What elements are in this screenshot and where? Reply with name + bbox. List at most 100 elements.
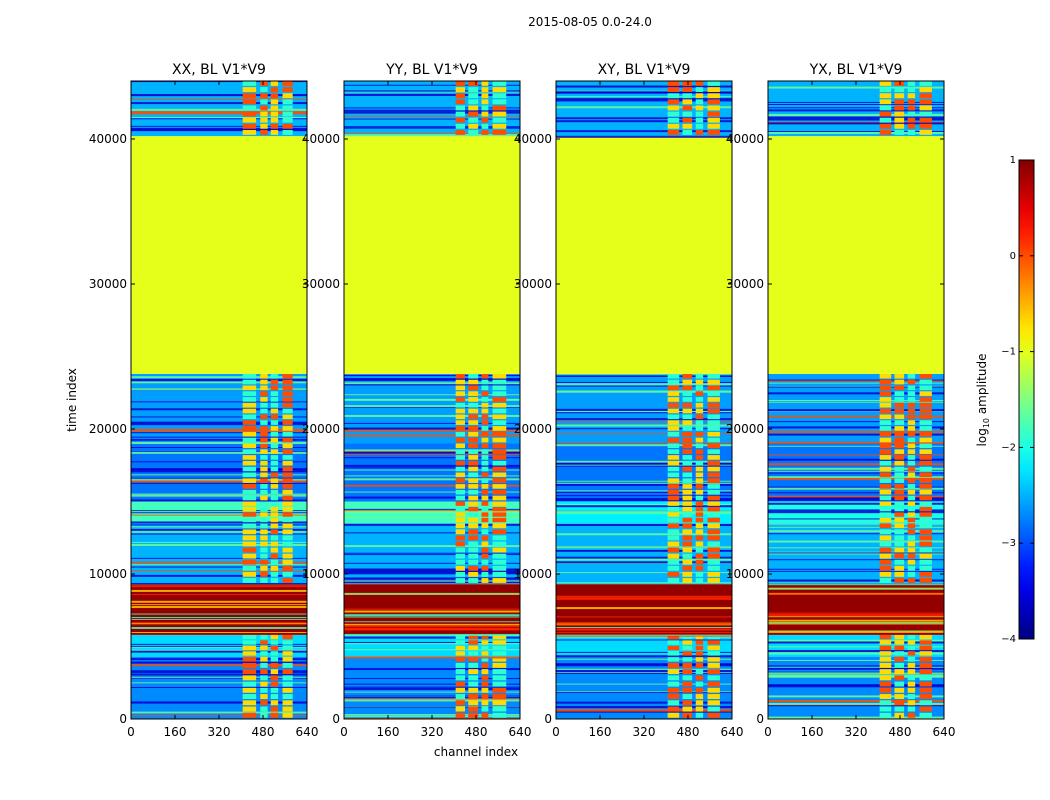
hot-channel-block	[242, 645, 257, 651]
hot-channel-block	[242, 431, 257, 437]
hot-channel-block	[695, 397, 704, 402]
heatmap-band	[556, 81, 732, 137]
heatmap-streak	[556, 482, 732, 484]
hot-channel-block	[667, 111, 680, 117]
heatmap-band	[556, 584, 732, 635]
hot-channel-block	[879, 402, 892, 408]
hot-channel-block	[282, 517, 293, 523]
hot-channel-block	[455, 634, 465, 640]
hot-channel-block	[270, 681, 279, 687]
heatmap-streak	[768, 495, 944, 498]
hot-channel-block	[894, 484, 905, 489]
hot-channel-block	[270, 675, 279, 681]
hot-channel-block	[907, 495, 916, 501]
hot-channel-block	[242, 460, 257, 466]
hot-channel-block	[260, 105, 268, 111]
heatmap-streak	[344, 608, 520, 610]
hot-channel-block	[695, 517, 704, 523]
hot-channel-block	[682, 669, 693, 675]
hot-channel-block	[894, 681, 905, 687]
hot-channel-block	[894, 706, 905, 712]
hot-channel-block	[907, 397, 916, 402]
hot-channel-block	[919, 111, 932, 117]
heatmap-streak	[131, 451, 307, 454]
x-tick-label: 480	[677, 725, 700, 739]
hot-channel-block	[879, 547, 892, 553]
hot-channel-block	[879, 81, 892, 86]
hot-channel-block	[455, 414, 465, 420]
x-tick-label: 640	[296, 725, 319, 739]
hot-channel-block	[282, 656, 293, 662]
heatmap-streak	[556, 711, 732, 713]
hot-channel-block	[879, 681, 892, 687]
hot-channel-block	[260, 571, 268, 577]
heatmap-streak	[344, 696, 520, 698]
heatmap-streak	[556, 412, 732, 414]
hot-channel-block	[667, 391, 680, 396]
heatmap-streak	[344, 641, 520, 643]
figure-suptitle: 2015-08-05 0.0-24.0	[528, 15, 652, 29]
hot-channel-block	[455, 484, 465, 489]
hot-channel-block	[455, 87, 465, 93]
hot-channel-block	[919, 553, 932, 559]
hot-channel-block	[667, 571, 680, 577]
hot-channel-block	[707, 656, 720, 662]
hot-channel-block	[894, 443, 905, 449]
hot-channel-block	[667, 523, 680, 529]
heatmap-streak	[344, 496, 520, 499]
heatmap-streak	[768, 118, 944, 121]
hot-channel-block	[282, 712, 293, 718]
hot-channel-block	[481, 484, 489, 489]
heatmap-streak	[556, 500, 732, 502]
heatmap-streak	[131, 604, 307, 606]
hot-channel-block	[907, 640, 916, 645]
hot-channel-block	[707, 634, 720, 640]
hot-channel-block	[455, 455, 465, 460]
heatmap-streak	[768, 665, 944, 667]
heatmap-streak	[131, 510, 307, 512]
colorbar-tick-label: −1	[1001, 347, 1016, 358]
hot-channel-block	[468, 651, 479, 656]
hot-channel-block	[260, 431, 268, 437]
hot-channel-block	[481, 489, 489, 495]
hot-channel-block	[707, 81, 720, 86]
heatmap-streak	[768, 523, 944, 525]
hot-channel-block	[907, 501, 916, 506]
hot-channel-block	[260, 694, 268, 700]
hot-channel-block	[667, 472, 680, 478]
hot-channel-block	[919, 529, 932, 535]
hot-channel-block	[695, 385, 704, 391]
hot-channel-block	[455, 517, 465, 523]
heatmap-streak	[556, 462, 732, 465]
heatmap-streak	[768, 502, 944, 505]
hot-channel-block	[919, 700, 932, 706]
hot-channel-block	[682, 123, 693, 129]
hot-channel-block	[667, 681, 680, 687]
heatmap-streak	[344, 656, 520, 659]
hot-channel-block	[894, 449, 905, 454]
heatmap-band	[768, 136, 944, 374]
hot-channel-block	[695, 523, 704, 529]
hot-channel-block	[282, 420, 293, 425]
hot-channel-block	[919, 512, 932, 517]
hot-channel-block	[270, 431, 279, 437]
hot-channel-block	[907, 675, 916, 681]
hot-channel-block	[242, 656, 257, 662]
hot-channel-block	[242, 81, 257, 86]
hot-channel-block	[682, 111, 693, 117]
hot-channel-block	[468, 565, 479, 571]
hot-channel-block	[707, 489, 720, 495]
hot-channel-block	[667, 706, 680, 712]
heatmap-streak	[131, 646, 307, 648]
hot-channel-block	[492, 687, 507, 693]
hot-channel-block	[270, 466, 279, 472]
heatmap-streak	[131, 376, 307, 379]
heatmap-streak	[768, 702, 944, 705]
hot-channel-block	[667, 397, 680, 402]
heatmap-streak	[768, 685, 944, 688]
heatmap-streak	[768, 511, 944, 514]
hot-channel-block	[667, 489, 680, 495]
hot-channel-block	[242, 397, 257, 402]
heatmap-streak	[344, 625, 520, 628]
hot-channel-block	[879, 523, 892, 529]
